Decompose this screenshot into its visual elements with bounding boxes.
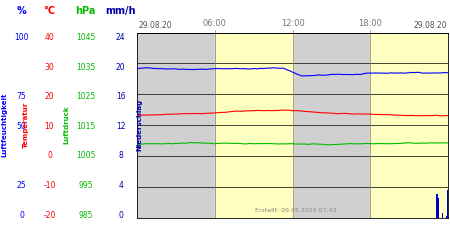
Text: 20: 20 — [45, 92, 54, 101]
Text: 25: 25 — [17, 181, 27, 190]
Text: 12: 12 — [116, 122, 126, 131]
Text: 0: 0 — [118, 210, 123, 220]
Text: mm/h: mm/h — [105, 6, 136, 16]
Text: 16: 16 — [116, 92, 126, 101]
Text: 29.08.20: 29.08.20 — [138, 21, 172, 30]
Text: 29.08.20: 29.08.20 — [413, 21, 447, 30]
Bar — [292, 32, 370, 218]
Text: 1005: 1005 — [76, 151, 95, 160]
Text: 0: 0 — [19, 210, 24, 220]
Text: 30: 30 — [45, 62, 54, 72]
Text: 1035: 1035 — [76, 62, 95, 72]
Text: 1015: 1015 — [76, 122, 95, 131]
Bar — [447, 190, 449, 218]
Text: 0: 0 — [47, 151, 52, 160]
Text: -10: -10 — [43, 181, 56, 190]
Text: 1025: 1025 — [76, 92, 95, 101]
Text: Niederschlag: Niederschlag — [136, 99, 143, 151]
Text: 50: 50 — [17, 122, 27, 131]
Bar — [437, 198, 439, 218]
Text: 8: 8 — [118, 151, 123, 160]
Text: Luftdruck: Luftdruck — [63, 106, 70, 144]
Bar — [137, 32, 215, 218]
Text: 20: 20 — [116, 62, 126, 72]
Text: 4: 4 — [118, 181, 123, 190]
Bar — [436, 194, 438, 218]
Text: 40: 40 — [45, 33, 54, 42]
Text: 24: 24 — [116, 33, 126, 42]
Text: 985: 985 — [78, 210, 93, 220]
Bar — [215, 32, 292, 218]
Bar — [446, 216, 447, 218]
Text: hPa: hPa — [75, 6, 96, 16]
Text: 100: 100 — [14, 33, 29, 42]
Text: 995: 995 — [78, 181, 93, 190]
Text: 75: 75 — [17, 92, 27, 101]
Text: 1045: 1045 — [76, 33, 95, 42]
Text: -20: -20 — [43, 210, 56, 220]
Bar — [370, 32, 448, 218]
Text: Erstellt: 09.05.2025 07:43: Erstellt: 09.05.2025 07:43 — [255, 208, 337, 213]
Text: %: % — [17, 6, 27, 16]
Text: °C: °C — [44, 6, 55, 16]
Text: 10: 10 — [45, 122, 54, 131]
Text: Temperatur: Temperatur — [23, 102, 29, 148]
Bar — [441, 213, 443, 218]
Text: Luftfeuchtigkeit: Luftfeuchtigkeit — [1, 93, 8, 157]
